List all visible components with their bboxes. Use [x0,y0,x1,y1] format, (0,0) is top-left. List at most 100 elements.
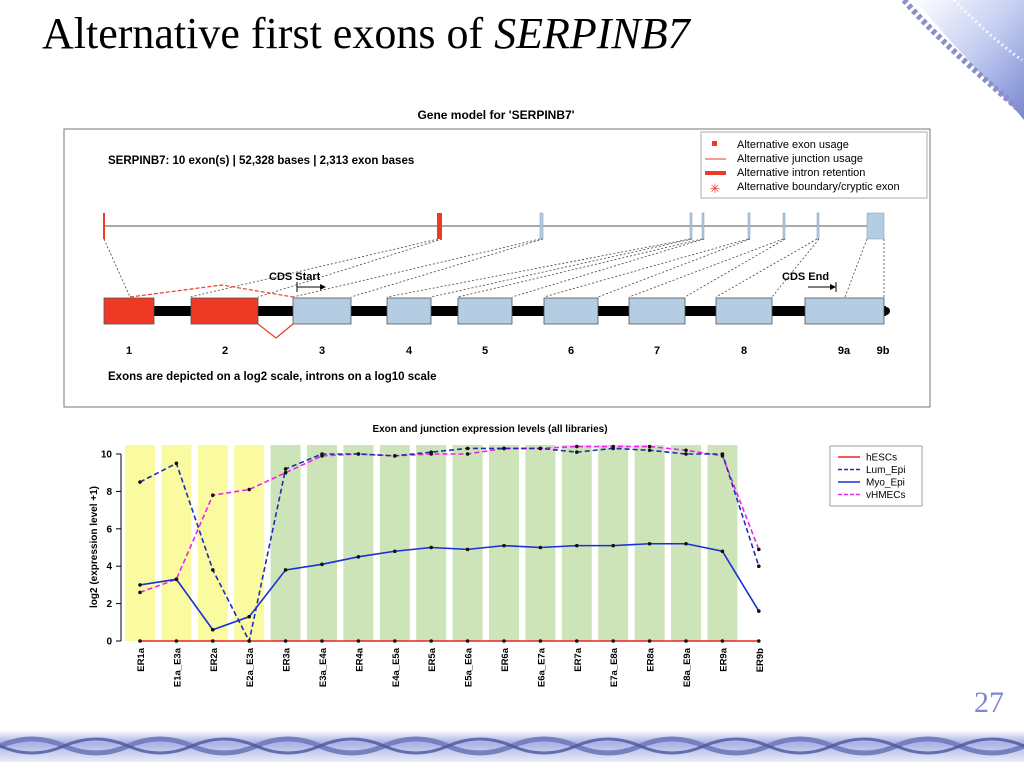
x-tick-label: ER7a [573,647,584,671]
exon-label: 9a [838,345,851,357]
data-point [575,450,579,454]
data-point [138,583,142,587]
gene-legend-item: Alternative boundary/cryptic exon [737,181,900,193]
x-tick-label: E2a_E3a [245,647,256,687]
y-tick-label: 10 [101,450,113,461]
category-band [161,445,192,641]
exon-label: 9b [877,345,890,357]
x-tick-label: E1a_E3a [172,647,183,687]
page-number: 27 [974,686,1004,719]
genomic-exon-mark [816,212,820,240]
exon-box-5 [457,297,513,325]
genomic-exon-mark [103,213,105,239]
data-point [465,547,470,552]
data-point [393,454,397,458]
chart-legend-box [829,445,923,507]
data-point [356,555,361,559]
exon-box-7 [628,297,686,325]
data-point [320,639,324,643]
cds-end-arrowhead-icon [830,284,836,290]
exon-mapping-lines [103,238,885,298]
category-band [307,445,337,641]
expression-chart: Exon and junction expression levels (all… [89,424,923,687]
gene-summary: SERPINB7: 10 exon(s) | 52,328 bases | 2,… [108,155,414,167]
x-tick-label: ER9b [755,648,766,672]
data-point [429,545,434,550]
alt-junction-dashed [129,284,294,298]
x-tick-label: E4a_E5a [391,647,402,687]
exon-label: 7 [654,345,660,357]
data-point [502,543,506,548]
data-point [174,577,179,582]
slide-title-main: Alternative first exons of [42,9,495,58]
data-point [465,446,470,451]
data-point [538,545,543,550]
x-tick-label: E3a_E4a [318,647,329,687]
legend-label: Myo_Epi [866,478,905,489]
data-point [247,614,251,619]
exon-box-4 [386,297,432,325]
y-tick-label: 4 [106,562,112,573]
genomic-exon-mark [866,212,885,240]
x-tick-label: ER8a [646,647,657,671]
cds-start-arrowhead-icon [320,284,326,290]
data-point [393,549,397,554]
legend-label: vHMECs [866,490,905,501]
gene-model-title: Gene model for 'SERPINB7' [417,108,574,122]
x-tick-label: ER4a [354,647,365,671]
data-point [283,568,288,572]
x-tick-label: E7a_E8a [609,647,620,687]
series-line-Myo_Epi [139,542,760,631]
data-point [575,444,579,449]
data-point [757,609,761,613]
exon-label: 6 [568,345,574,357]
data-point [138,590,142,595]
y-axis-label: log2 (expression level +1) [89,486,100,608]
category-band [379,445,410,641]
data-point [757,639,761,643]
alt-junction-solid [257,323,294,339]
data-point [684,448,688,453]
exon-box-2 [190,297,259,325]
y-tick-label: 0 [106,637,112,648]
x-tick-label: ER6a [500,647,511,671]
data-point [720,549,725,554]
exon-label: 2 [222,345,228,357]
cds-start-label: CDS Start [269,271,321,283]
category-band [125,445,155,641]
data-point [320,562,324,567]
category-band [452,445,483,641]
genomic-exon-mark [782,212,786,240]
category-band [343,445,374,641]
data-point [611,543,615,548]
exon-label: 5 [482,345,488,357]
data-point [429,639,434,643]
slide-title-gene: SERPINB7 [494,9,690,58]
data-point [211,627,215,632]
x-tick-label: ER2a [209,647,220,671]
data-point [684,639,688,643]
exon-label: 8 [741,345,747,357]
data-point [356,452,361,456]
data-point [174,639,179,643]
exon-box-1 [103,297,155,325]
data-point [538,639,543,643]
category-band [416,445,447,641]
genomic-exon-mark [437,213,442,239]
data-point [393,639,397,643]
category-band [707,445,738,641]
genomic-exon-mark [539,212,544,240]
data-point [611,639,615,643]
data-point [211,568,215,572]
category-band [489,445,519,641]
y-tick-label: 8 [106,487,112,498]
red-asterisk-icon: ✳ [710,181,721,196]
category-band [197,445,228,641]
data-point [757,547,761,552]
legend-label: Lum_Epi [866,465,905,476]
data-point [283,639,288,643]
exon-label: 4 [406,345,413,357]
data-point [575,543,579,548]
x-tick-label: ER5a [427,647,438,671]
data-point [174,461,179,466]
